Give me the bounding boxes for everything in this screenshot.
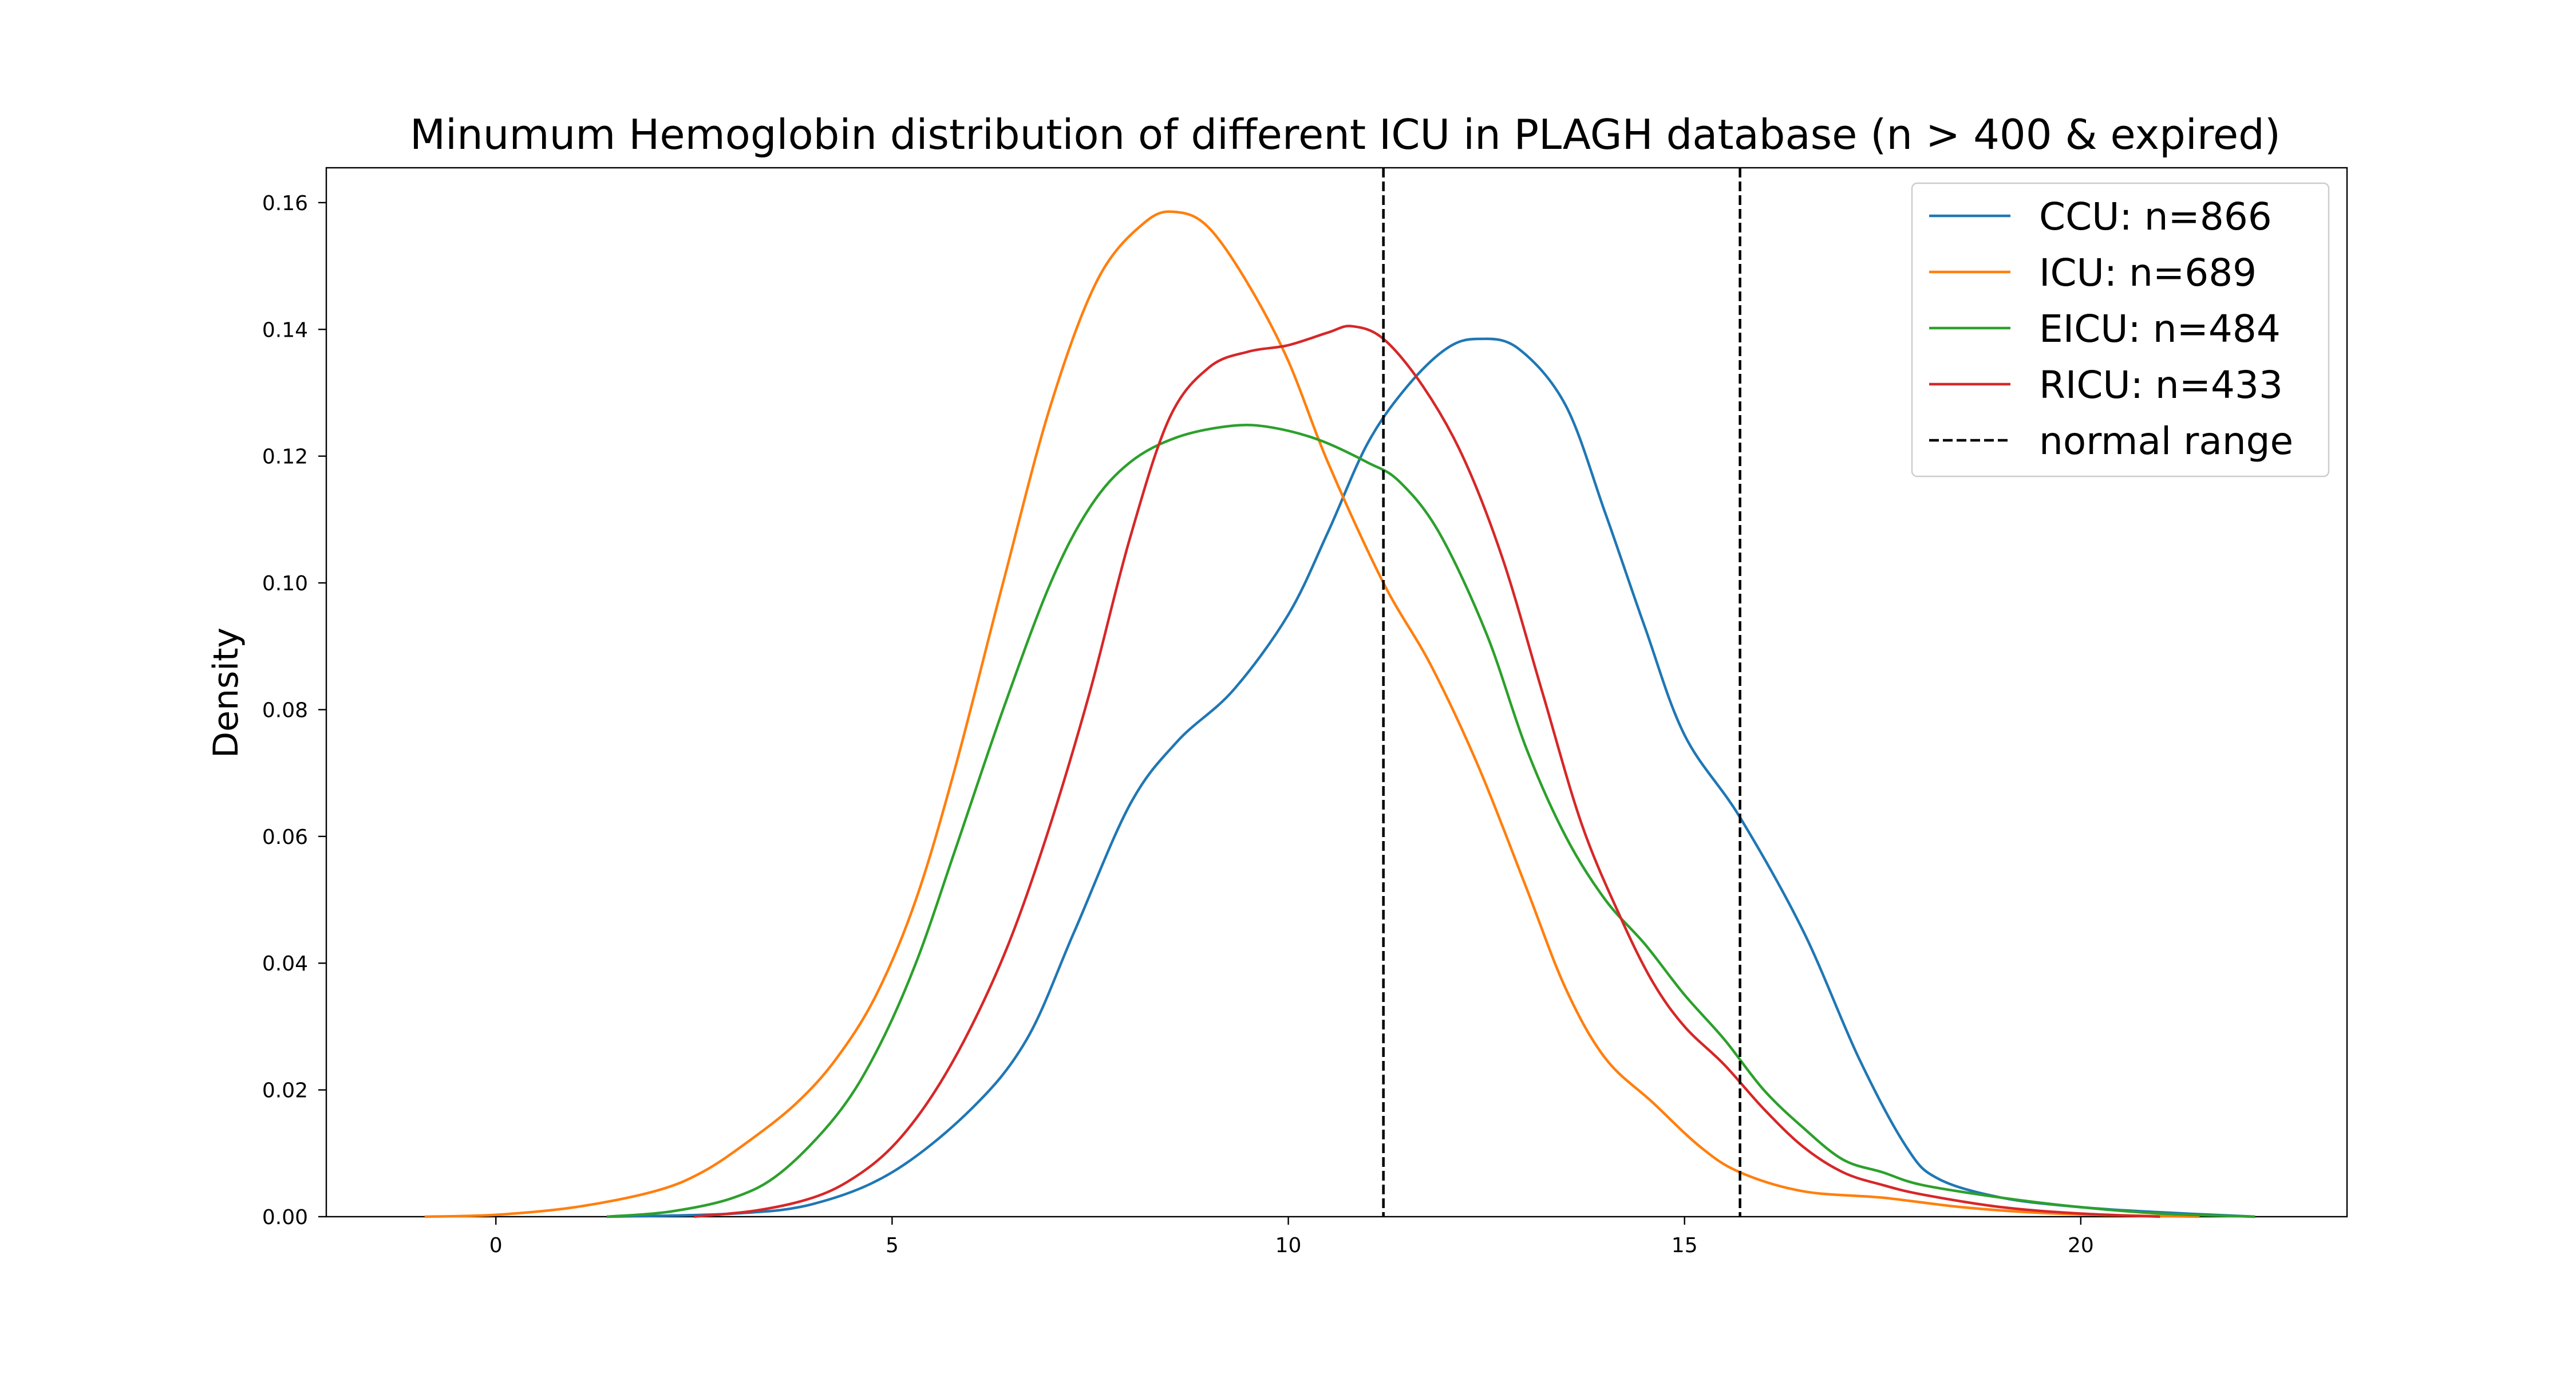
y-tick-label: 0.14 <box>262 318 308 342</box>
y-tick-label: 0.06 <box>262 826 308 849</box>
x-tick-label: 15 <box>1672 1234 1698 1257</box>
legend-label: ICU: n=689 <box>2039 251 2257 295</box>
legend-label: EICU: n=484 <box>2039 307 2281 351</box>
axes-frame <box>325 167 2348 1218</box>
y-tick-label: 0.04 <box>262 952 308 976</box>
x-tick-label: 20 <box>2068 1234 2094 1257</box>
y-tick-label: 0.10 <box>262 572 308 595</box>
y-axis-label: Density <box>206 628 246 758</box>
y-tick-label: 0.08 <box>262 699 308 722</box>
x-tick-label: 10 <box>1275 1234 1302 1257</box>
plot-area: 0 5 10 15 20 0.00 0.02 0.04 0.06 0.08 0.10 0.12 0.14… <box>262 167 2348 1257</box>
legend-label: normal range <box>2039 419 2293 463</box>
legend-frame <box>1911 182 2330 478</box>
x-tick-label: 0 <box>489 1234 503 1257</box>
legend: CCU: n=866 ICU: n=689 EICU: n=484 RICU: n=4… <box>1911 182 2330 478</box>
x-tick-label: 5 <box>886 1234 899 1257</box>
y-tick-label: 0.12 <box>262 445 308 469</box>
legend-label: RICU: n=433 <box>2039 363 2283 407</box>
y-tick-label: 0.00 <box>262 1206 308 1229</box>
chart-title: Minumum Hemoglobin distribution of diffe… <box>410 111 2281 159</box>
legend-label: CCU: n=866 <box>2039 195 2272 239</box>
series-line-eicu <box>606 423 2255 1218</box>
series-line-ccu <box>606 337 2255 1218</box>
y-tick-label: 0.16 <box>262 192 308 215</box>
series-line-ricu <box>694 325 2160 1218</box>
y-tick-label: 0.02 <box>262 1079 308 1103</box>
